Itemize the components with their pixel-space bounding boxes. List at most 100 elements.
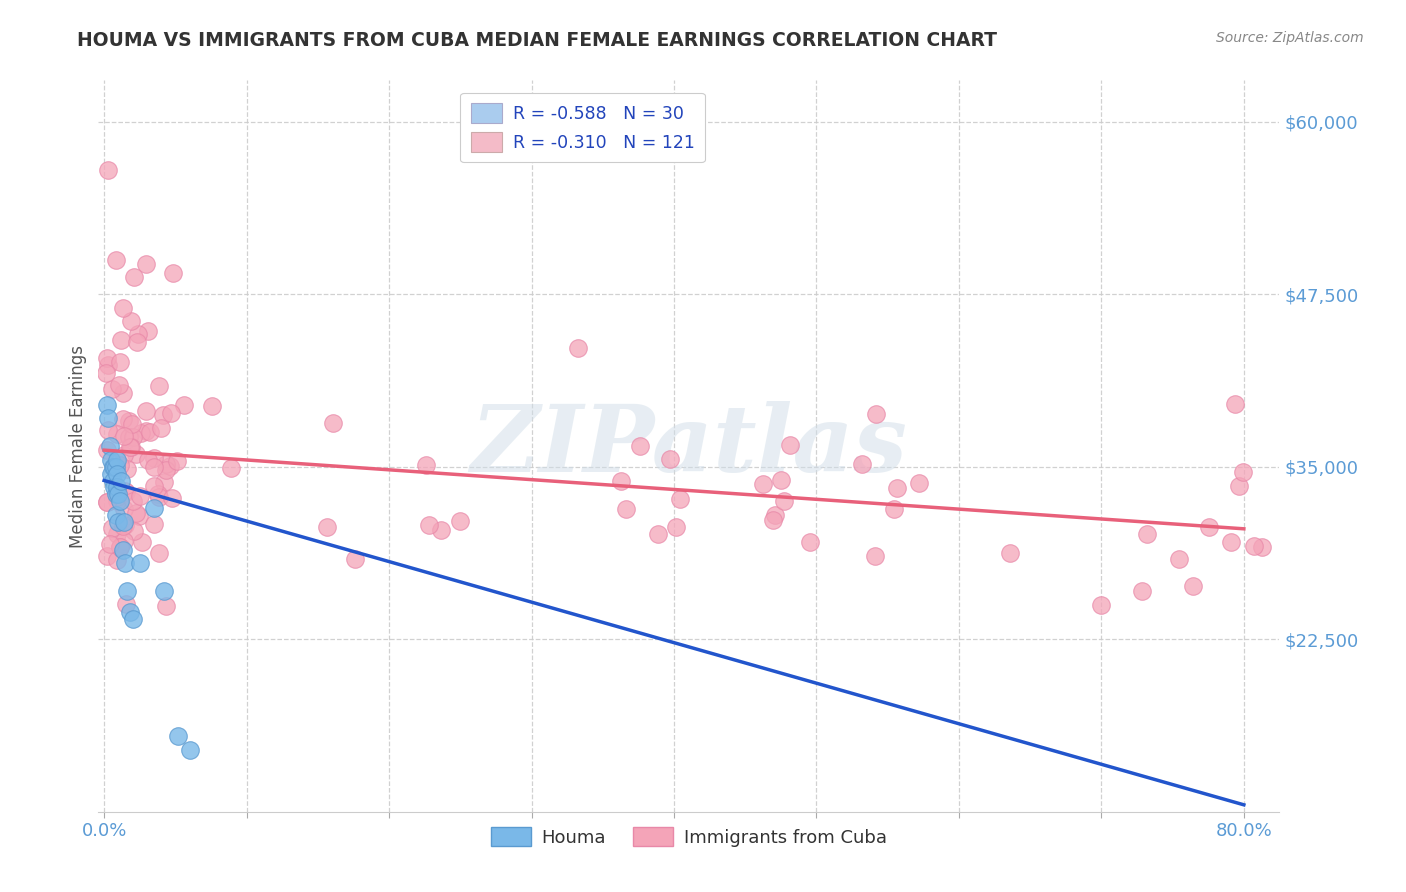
Point	[103, 459, 125, 474]
Point	[128, 557, 150, 571]
Point	[143, 517, 166, 532]
Point	[107, 487, 129, 501]
Point	[998, 546, 1021, 560]
Point	[139, 425, 162, 439]
Point	[120, 440, 142, 454]
Point	[152, 408, 174, 422]
Point	[129, 425, 152, 440]
Point	[179, 742, 201, 756]
Point	[115, 583, 138, 598]
Point	[115, 485, 138, 500]
Point	[108, 494, 131, 508]
Point	[104, 252, 127, 267]
Text: HOUMA VS IMMIGRANTS FROM CUBA MEDIAN FEMALE EARNINGS CORRELATION CHART: HOUMA VS IMMIGRANTS FROM CUBA MEDIAN FEM…	[77, 31, 997, 50]
Point	[98, 537, 121, 551]
Point	[131, 534, 153, 549]
Point	[108, 458, 131, 472]
Point	[136, 325, 159, 339]
Point	[322, 416, 344, 430]
Point	[143, 501, 166, 516]
Point	[149, 421, 172, 435]
Point	[121, 611, 143, 625]
Point	[851, 457, 873, 471]
Point	[865, 407, 887, 421]
Point	[779, 438, 801, 452]
Point	[96, 423, 118, 437]
Point	[125, 506, 148, 520]
Point	[112, 533, 135, 548]
Point	[886, 481, 908, 495]
Text: ZIPatlas: ZIPatlas	[471, 401, 907, 491]
Point	[105, 490, 128, 504]
Y-axis label: Median Female Earnings: Median Female Earnings	[69, 344, 87, 548]
Point	[1130, 583, 1153, 598]
Point	[609, 475, 631, 489]
Point	[111, 519, 134, 533]
Point	[107, 484, 129, 499]
Point	[1232, 465, 1254, 479]
Point	[155, 463, 177, 477]
Point	[799, 534, 821, 549]
Point	[143, 479, 166, 493]
Point	[143, 459, 166, 474]
Point	[142, 451, 165, 466]
Legend: Houma, Immigrants from Cuba: Houma, Immigrants from Cuba	[484, 820, 894, 854]
Point	[430, 523, 453, 537]
Point	[105, 426, 128, 441]
Point	[122, 494, 145, 508]
Point	[135, 256, 157, 270]
Point	[122, 270, 145, 285]
Point	[316, 520, 339, 534]
Point	[115, 462, 138, 476]
Point	[148, 546, 170, 560]
Point	[112, 501, 135, 516]
Point	[125, 447, 148, 461]
Point	[120, 440, 142, 454]
Point	[127, 335, 149, 350]
Point	[773, 493, 796, 508]
Point	[344, 552, 367, 566]
Point	[658, 452, 681, 467]
Point	[167, 729, 190, 743]
Point	[1198, 520, 1220, 534]
Point	[108, 540, 131, 554]
Point	[107, 377, 129, 392]
Point	[105, 494, 128, 508]
Point	[104, 508, 127, 522]
Point	[883, 502, 905, 516]
Point	[101, 474, 124, 488]
Point	[96, 549, 118, 563]
Point	[1136, 526, 1159, 541]
Point	[114, 517, 136, 532]
Point	[146, 487, 169, 501]
Point	[97, 411, 120, 425]
Point	[110, 540, 132, 554]
Point	[614, 501, 637, 516]
Point	[117, 430, 139, 444]
Point	[160, 491, 183, 505]
Point	[101, 459, 124, 474]
Point	[112, 429, 135, 443]
Text: Source: ZipAtlas.com: Source: ZipAtlas.com	[1216, 31, 1364, 45]
Point	[1223, 397, 1246, 411]
Point	[155, 599, 177, 614]
Point	[160, 406, 183, 420]
Point	[1243, 540, 1265, 554]
Point	[152, 475, 174, 489]
Point	[118, 605, 141, 619]
Point	[114, 557, 136, 571]
Point	[148, 379, 170, 393]
Point	[111, 542, 134, 557]
Point	[97, 163, 120, 178]
Point	[105, 452, 128, 467]
Point	[763, 508, 786, 522]
Point	[1219, 534, 1241, 549]
Point	[105, 553, 128, 567]
Point	[115, 597, 138, 611]
Point	[1168, 552, 1191, 566]
Point	[127, 327, 149, 342]
Point	[110, 355, 132, 369]
Point	[97, 359, 120, 373]
Point	[112, 385, 135, 400]
Point	[122, 524, 145, 539]
